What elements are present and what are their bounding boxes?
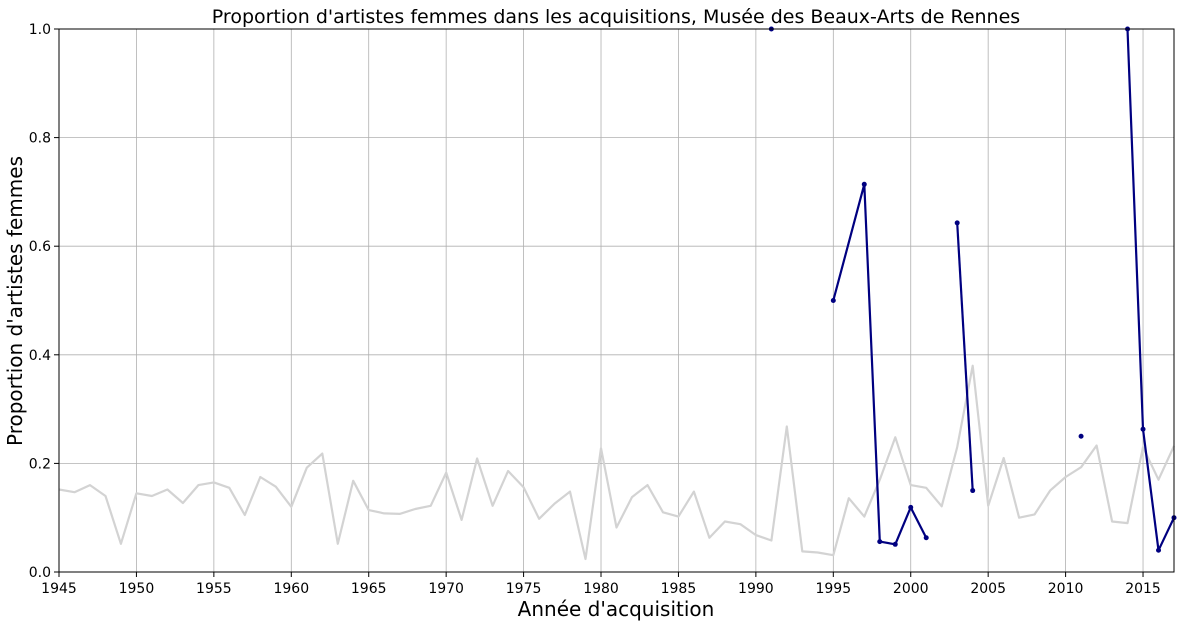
x-tick-label: 1955 (196, 581, 232, 597)
data-point (892, 541, 898, 547)
x-tick-label: 2015 (1125, 581, 1161, 597)
series-1 (768, 26, 1177, 553)
y-axis-label: Proportion d'artistes femmes (3, 156, 27, 446)
x-tick-label: 1990 (738, 581, 774, 597)
data-point (877, 539, 883, 545)
x-tick-label: 1945 (41, 581, 77, 597)
data-point (970, 488, 976, 494)
x-tick-label: 1975 (506, 581, 542, 597)
x-tick-label: 1985 (661, 581, 697, 597)
grid (58, 28, 1174, 573)
axes (54, 28, 1175, 577)
y-tick-label: 1.0 (29, 22, 51, 38)
x-axis-label: Année d'acquisition (518, 597, 715, 621)
x-tick-label: 2000 (893, 581, 929, 597)
x-tick-label: 1980 (583, 581, 619, 597)
x-tick-label: 1970 (428, 581, 464, 597)
x-tick-label: 1950 (119, 581, 155, 597)
x-tick-label: 2005 (970, 581, 1006, 597)
x-tick-label: 1965 (351, 581, 387, 597)
series-line (956, 222, 974, 491)
chart-title: Proportion d'artistes femmes dans les ac… (212, 6, 1020, 28)
data-point (908, 504, 914, 510)
y-tick-label: 0.8 (29, 131, 51, 147)
data-point (954, 220, 960, 226)
x-tick-label: 2010 (1048, 581, 1084, 597)
series-0 (58, 364, 1175, 561)
x-tick-label: 1995 (815, 581, 851, 597)
data-point (830, 298, 836, 303)
series-layer (58, 26, 1177, 561)
plot-frame (58, 28, 1175, 573)
data-point (1078, 433, 1084, 439)
y-tick-label: 0.4 (29, 348, 51, 364)
data-point (923, 535, 929, 541)
y-tick-label: 0.0 (29, 565, 51, 581)
series-line (1126, 28, 1175, 552)
y-tick-label: 0.6 (29, 239, 51, 255)
series-line (58, 364, 1175, 561)
data-point (1140, 426, 1146, 432)
y-tick-label: 0.2 (29, 456, 51, 472)
data-point (1156, 547, 1162, 553)
x-tick-label: 1960 (273, 581, 309, 597)
tick-labels: 1945 1950 1955 1960 1965 1970 1975 1980 1985 1990… (29, 22, 1161, 597)
series-line (832, 183, 928, 546)
data-point (861, 181, 867, 187)
